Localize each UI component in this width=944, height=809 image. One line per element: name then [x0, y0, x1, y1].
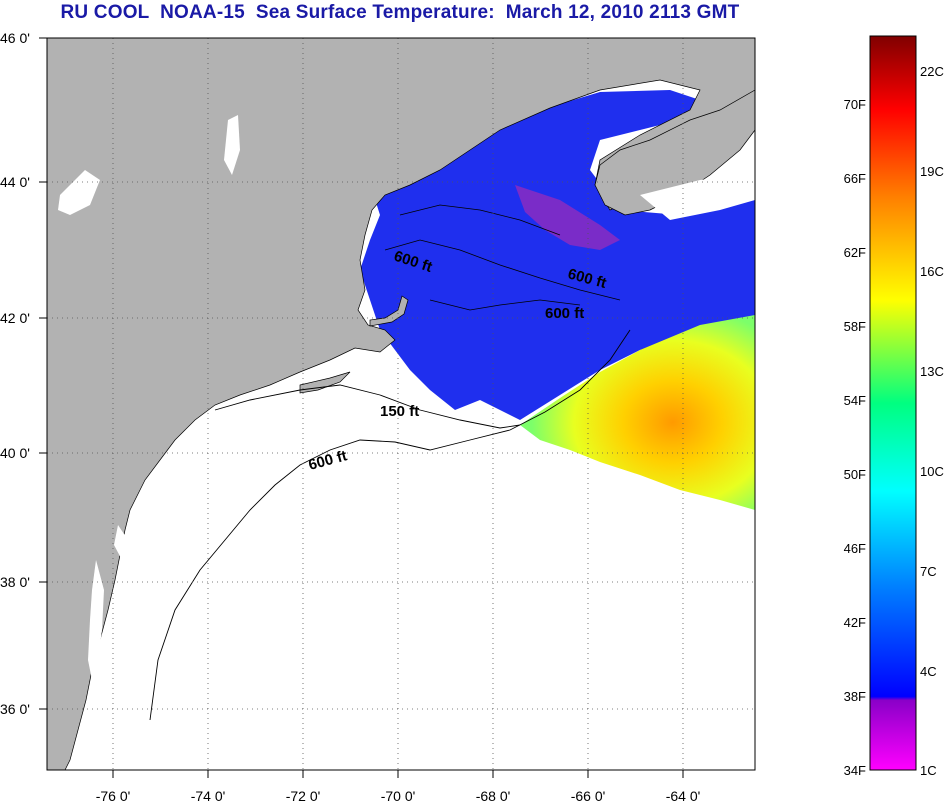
lat-label: 44 0' — [0, 174, 30, 190]
contour-600ft-gulf — [384, 204, 621, 311]
colorbar — [869, 35, 917, 771]
lat-label: 38 0' — [0, 574, 30, 590]
colorbar-f-label: 54F — [844, 393, 866, 408]
map-frame — [46, 37, 756, 771]
land-cape-cod — [369, 295, 409, 327]
lon-label: -66 0' — [571, 788, 606, 804]
cold-patch — [515, 185, 620, 250]
colorbar-f-label: 62F — [844, 245, 866, 260]
lon-label: -72 0' — [286, 788, 321, 804]
delaware-bay — [114, 525, 128, 560]
colorbar-f-label: 70F — [844, 97, 866, 112]
grid-lines — [47, 38, 755, 770]
land-long-island — [299, 371, 351, 394]
lon-label: -76 0' — [96, 788, 131, 804]
warm-water-region — [520, 315, 755, 510]
lon-label: -74 0' — [191, 788, 226, 804]
colorbar-c-label: 7C — [920, 564, 937, 579]
lat-label: 36 0' — [0, 701, 30, 717]
chesapeake-bay — [88, 560, 104, 680]
contour-600ft-south — [149, 329, 631, 721]
lon-label: -70 0' — [381, 788, 416, 804]
lon-label: -68 0' — [476, 788, 511, 804]
colorbar-c-label: 1C — [920, 763, 937, 778]
lat-label: 46 0' — [0, 30, 30, 46]
colorbar-c-label: 13C — [920, 364, 944, 379]
lat-label: 40 0' — [0, 445, 30, 461]
colorbar-f-label: 58F — [844, 319, 866, 334]
colorbar-f-label: 38F — [844, 689, 866, 704]
contour-label: 600 ft — [545, 305, 584, 322]
cold-water-region — [360, 90, 755, 420]
colorbar-f-label: 42F — [844, 615, 866, 630]
land-nova-scotia — [594, 89, 755, 216]
colorbar-f-label: 34F — [844, 763, 866, 778]
colorbar-c-label: 10C — [920, 464, 944, 479]
contour-150ft — [214, 384, 521, 429]
map-title: RU COOL NOAA-15 Sea Surface Temperature:… — [60, 2, 740, 23]
colorbar-c-label: 19C — [920, 164, 944, 179]
lat-label: 42 0' — [0, 310, 30, 326]
contour-label: 150 ft — [380, 403, 419, 420]
colorbar-f-label: 50F — [844, 467, 866, 482]
colorbar-f-label: 66F — [844, 171, 866, 186]
colorbar-c-label: 4C — [920, 664, 937, 679]
lon-label: -64 0' — [666, 788, 701, 804]
colorbar-c-label: 16C — [920, 264, 944, 279]
colorbar-f-label: 46F — [844, 541, 866, 556]
colorbar-c-label: 22C — [920, 64, 944, 79]
